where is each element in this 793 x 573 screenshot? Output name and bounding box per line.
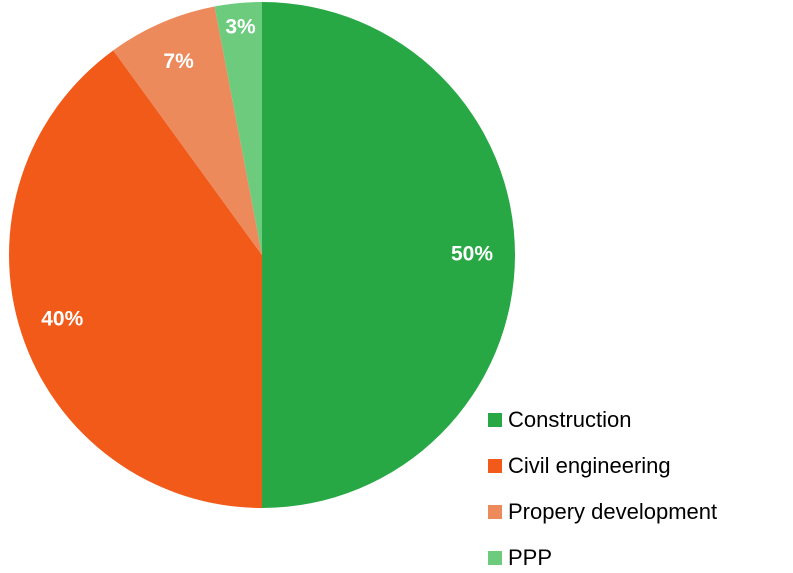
pie-slice	[262, 2, 515, 508]
data-label: 7%	[163, 50, 194, 73]
pie-slice	[214, 2, 262, 255]
data-label: 50%	[451, 243, 493, 266]
data-label: 40%	[41, 307, 83, 330]
data-label: 3%	[225, 16, 256, 39]
pie-slice	[8, 50, 263, 509]
legend-label: Propery development	[508, 499, 717, 524]
legend-swatch	[488, 413, 502, 427]
legend-swatch	[488, 505, 502, 519]
legend-swatch	[488, 551, 502, 565]
legend-swatch	[488, 459, 502, 473]
legend-label: Civil engineering	[508, 453, 671, 478]
legend-label: Construction	[508, 407, 632, 432]
legend-label: PPP	[508, 545, 552, 570]
pie-slice	[113, 6, 262, 256]
